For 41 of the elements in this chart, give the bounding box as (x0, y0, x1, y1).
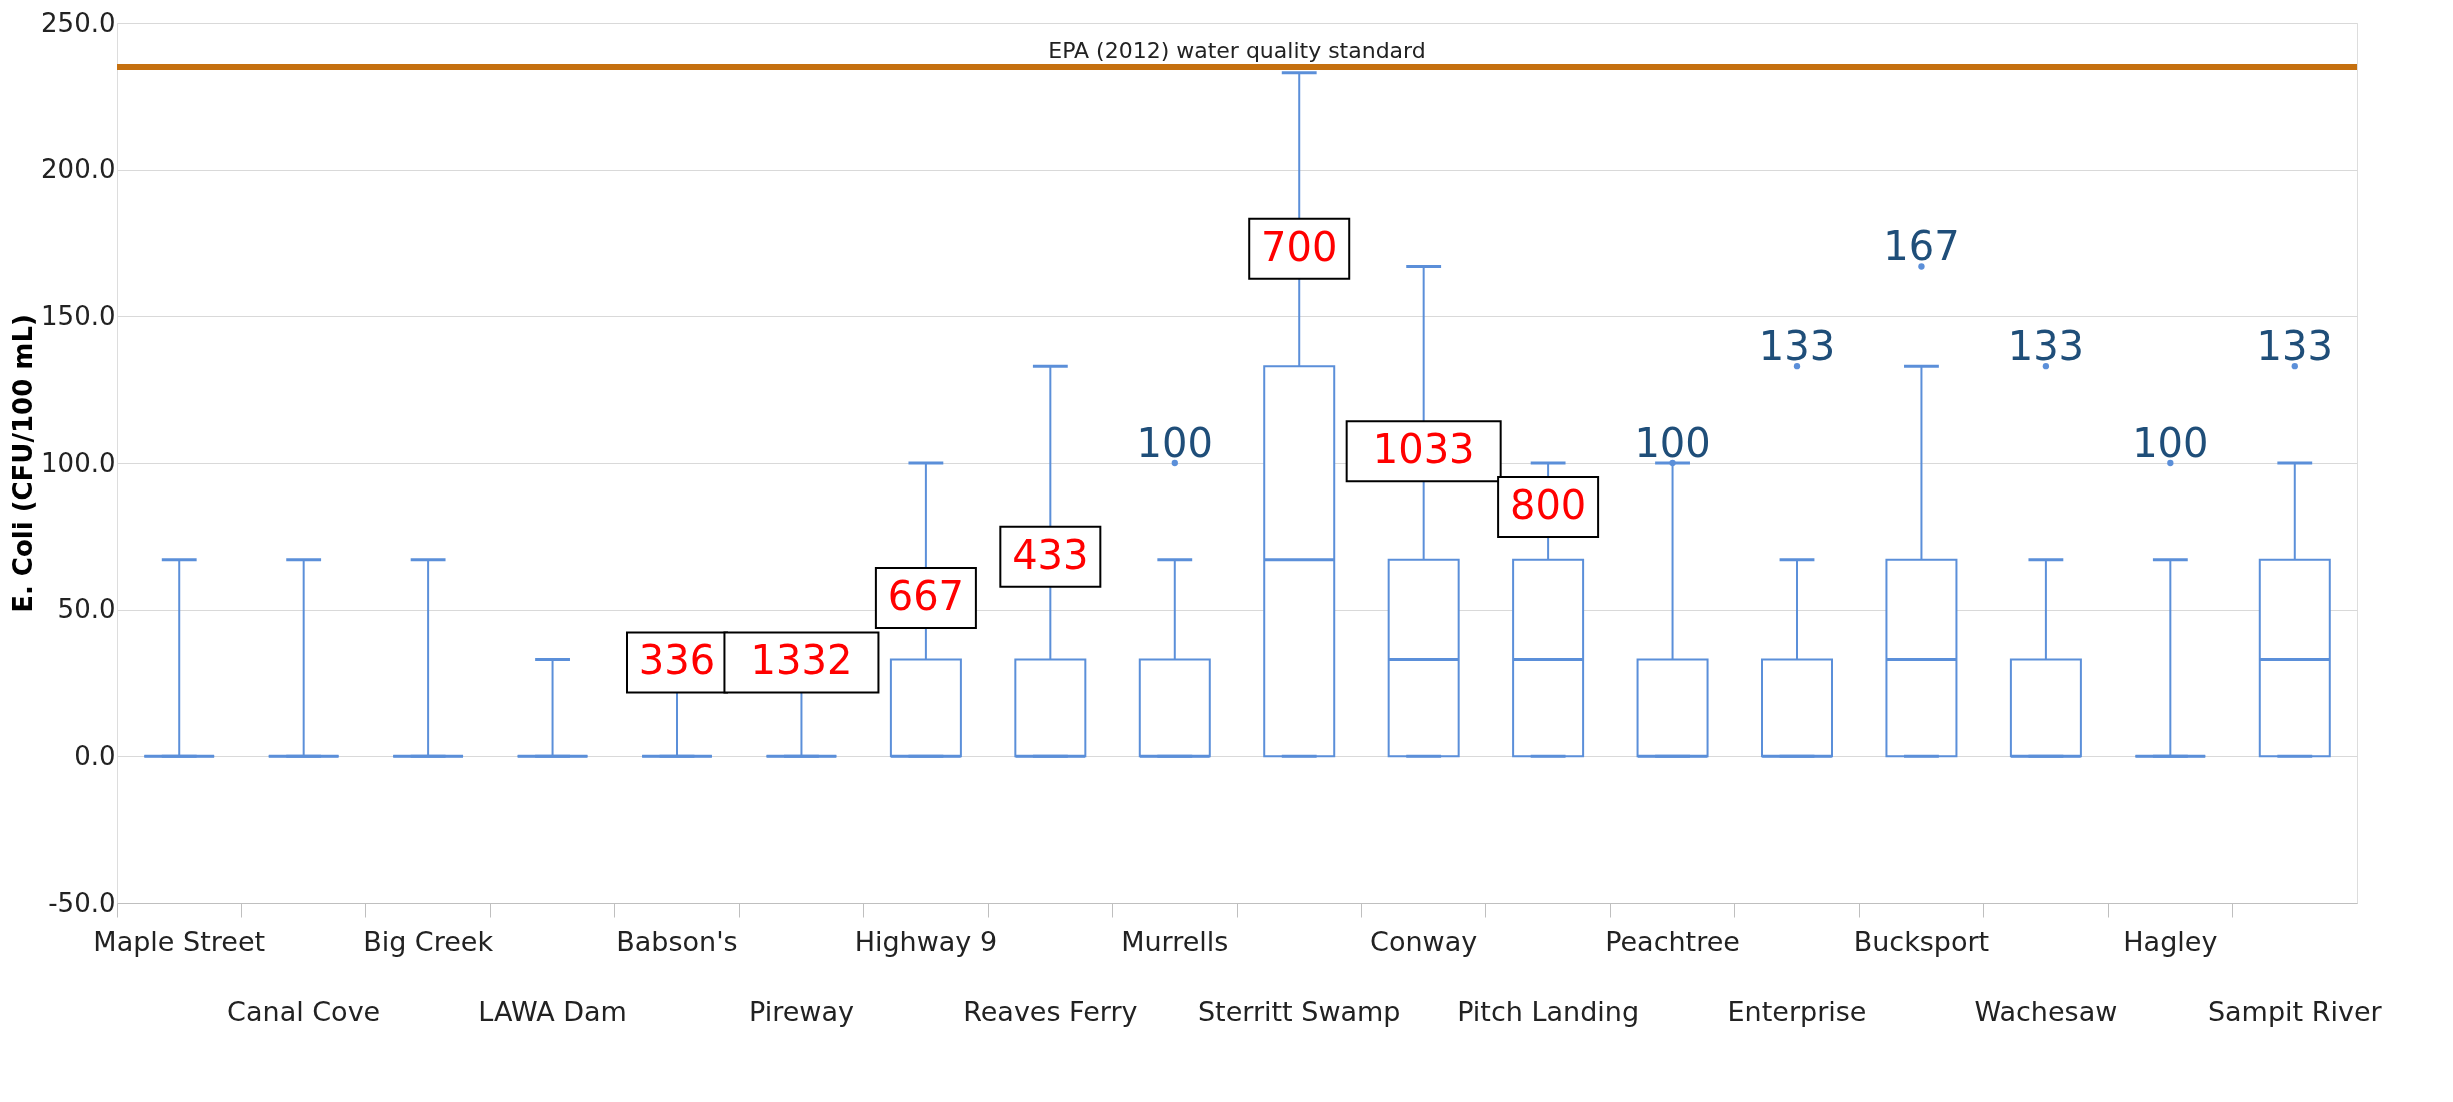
x-tick-label: Reaves Ferry (963, 996, 1138, 1027)
x-tick-label: Canal Cove (227, 996, 381, 1027)
y-tick-label: 200.0 (41, 154, 116, 185)
annotation: 1033 (1372, 426, 1475, 473)
annotation: 667 (887, 572, 965, 619)
x-tick-label: Murrells (1121, 926, 1229, 957)
y-tick-label: 250.0 (41, 7, 116, 38)
x-tick-label: Conway (1370, 926, 1478, 957)
y-axis-title: E. Coli (CFU/100 mL) (8, 314, 39, 613)
annotation: 133 (2007, 323, 2085, 370)
annotation: 336 (638, 637, 716, 684)
x-tick-label: Big Creek (363, 926, 494, 957)
x-tick-label: Pitch Landing (1457, 996, 1640, 1027)
x-tick-label: Hagley (2123, 926, 2218, 957)
annotation: 100 (2132, 420, 2209, 466)
annotation: 133 (2256, 323, 2333, 370)
x-tick-label: Wachesaw (1974, 996, 2118, 1027)
y-tick-label: 150.0 (41, 300, 116, 331)
x-tick-label: Sterritt Swamp (1197, 996, 1401, 1027)
x-tick-label: Pireway (748, 996, 854, 1027)
annotation: 133 (1758, 323, 1836, 370)
x-tick-label: LAWA Dam (478, 996, 627, 1027)
x-tick-label: Highway 9 (854, 926, 998, 957)
annotation: 100 (1634, 420, 1711, 466)
x-tick-label: Enterprise (1727, 996, 1867, 1027)
x-tick-label: Maple Street (93, 926, 266, 957)
x-tick-label: Peachtree (1605, 926, 1740, 957)
ref-line-label: EPA (2012) water quality standard (1048, 38, 1426, 63)
annotation: 433 (1012, 531, 1089, 578)
y-tick-label: 0.0 (74, 740, 116, 771)
x-tick-label: Babson's (616, 926, 738, 957)
annotation: 800 (1509, 482, 1587, 528)
x-tick-label: Bucksport (1853, 926, 1990, 957)
y-tick-label: 100.0 (41, 447, 116, 478)
annotation: 100 (1136, 420, 1213, 466)
annotation: 1332 (750, 637, 853, 684)
y-tick-label: 50.0 (57, 594, 116, 625)
x-tick-label: Sampit River (2207, 996, 2383, 1027)
y-tick-label: -50.0 (48, 887, 116, 918)
annotation: 700 (1261, 223, 1338, 270)
annotation: 167 (1883, 223, 1960, 270)
